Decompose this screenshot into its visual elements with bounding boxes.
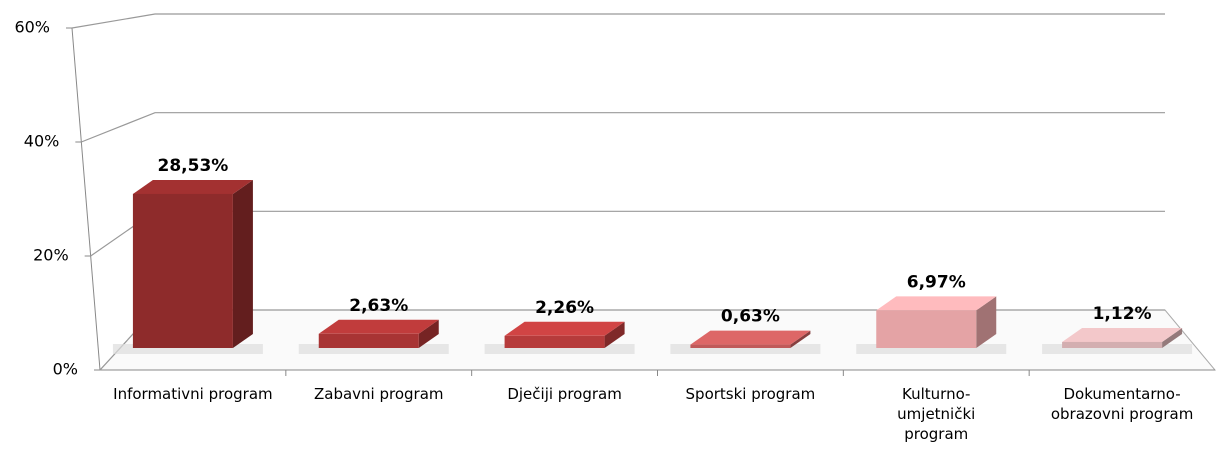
bar-side xyxy=(790,330,811,348)
y-tick-label: 60% xyxy=(14,18,50,37)
grid-line xyxy=(81,112,1165,143)
bar-side xyxy=(418,319,439,348)
bar-top xyxy=(318,319,439,334)
bar-shadow xyxy=(670,344,821,354)
bar-top xyxy=(132,179,253,194)
bar xyxy=(132,193,233,348)
bar xyxy=(876,310,977,348)
bar-side xyxy=(232,179,253,348)
value-label: 0,63% xyxy=(721,307,780,327)
bar-top xyxy=(504,321,625,336)
y-axis xyxy=(71,27,101,371)
x-tick-label: Zabavni program xyxy=(313,385,444,403)
bar-side xyxy=(604,321,625,348)
floor xyxy=(98,309,1217,371)
y-tick-label: 0% xyxy=(53,360,78,379)
bar-shadow xyxy=(484,344,635,354)
bar-shadow xyxy=(112,344,263,354)
value-label: 2,26% xyxy=(535,298,594,318)
x-tick-label: Sportski program xyxy=(685,385,816,403)
value-label: 28,53% xyxy=(158,156,229,176)
bar-top xyxy=(876,296,997,311)
bar xyxy=(690,344,791,348)
bar xyxy=(504,335,605,348)
bar-shadow xyxy=(856,344,1007,354)
x-tick-label: Informativni program xyxy=(113,385,273,403)
bar-shadow xyxy=(298,344,449,354)
value-label: 1,12% xyxy=(1093,304,1152,324)
bar-shadow xyxy=(1042,344,1193,354)
value-label: 2,63% xyxy=(349,296,408,316)
x-tick-label: Dječiji program xyxy=(507,385,622,403)
bar-top xyxy=(1062,327,1183,342)
bar-top xyxy=(690,330,811,345)
x-tick-label: Dokumentarno-obrazovni program xyxy=(1050,385,1194,423)
y-tick-label: 20% xyxy=(33,246,69,265)
bar xyxy=(1062,341,1163,348)
value-label: 6,97% xyxy=(907,272,966,292)
bar xyxy=(318,333,419,348)
bar-side xyxy=(976,296,997,348)
grid-line xyxy=(71,13,1165,29)
bar-side xyxy=(1162,327,1183,348)
y-tick-label: 40% xyxy=(24,132,60,151)
x-tick-label: Kulturno-umjetnički program xyxy=(897,385,976,443)
